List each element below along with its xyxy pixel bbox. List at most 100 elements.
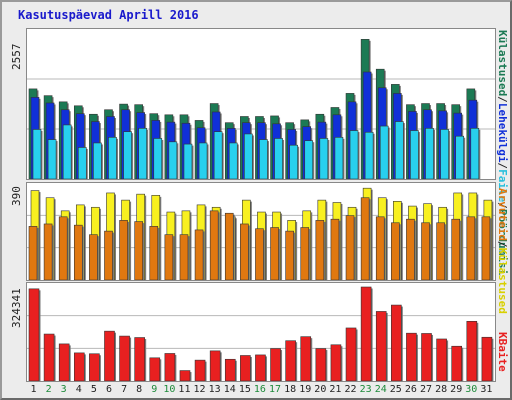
x-tick-day-30: 30 [465, 384, 478, 395]
bar-pages-14 [228, 142, 238, 179]
bar-pages-16 [259, 139, 268, 179]
bar-pages-30 [470, 128, 480, 179]
bar-kbytes-14 [224, 358, 236, 381]
bar-sites-30 [466, 216, 476, 280]
bar-sites-14 [224, 212, 234, 280]
bar-kbytes-9 [149, 357, 161, 381]
bar-pages-23 [364, 131, 374, 179]
bar-pages-22 [349, 130, 359, 179]
bar-sites-20 [315, 220, 325, 280]
bar-sites-31 [481, 216, 491, 280]
bar-sites-21 [330, 218, 340, 280]
bar-pages-1 [32, 129, 42, 179]
x-tick-day-10: 10 [163, 384, 176, 395]
bar-kbytes-10 [164, 353, 176, 381]
bar-sites-17 [270, 227, 279, 280]
bar-kbytes-13 [209, 350, 221, 381]
bar-kbytes-30 [466, 320, 478, 381]
bar-sites-10 [164, 234, 174, 280]
x-tick-day-6: 6 [105, 384, 112, 395]
x-tick-day-31: 31 [480, 384, 493, 395]
bar-pages-25 [395, 121, 404, 179]
bar-kbytes-27 [421, 333, 432, 381]
bar-sites-2 [43, 223, 53, 280]
bar-pages-7 [123, 131, 132, 179]
bar-sites-19 [300, 227, 310, 280]
right-legend-top: Külastused/Lehekülgi/Faile/Pöördumisi [496, 30, 509, 276]
x-tick-day-11: 11 [178, 384, 191, 395]
bar-pages-29 [455, 135, 465, 179]
bar-kbytes-20 [315, 348, 327, 381]
bar-kbytes-26 [406, 332, 417, 381]
bar-pages-28 [440, 129, 449, 179]
bar-files-4 [75, 113, 85, 179]
bar-sites-16 [255, 228, 264, 280]
panel-kbytes [26, 282, 496, 382]
bar-kbytes-22 [345, 327, 357, 381]
legend-sites: Arvuteid [496, 188, 509, 241]
bar-kbytes-18 [285, 340, 296, 381]
chart-sites-svg [27, 187, 495, 280]
bar-sites-6 [104, 230, 113, 280]
x-tick-day-28: 28 [435, 384, 448, 395]
ymax-label-bot: 324341 [10, 288, 23, 328]
ymax-label-top: 2557 [10, 43, 23, 71]
x-axis-days: 1 2 3 4 5 6 7 8 9 10 11 12 13 14 15 16 17 18 19 20 21 22 23 24 2… [26, 384, 494, 396]
x-tick-day-12: 12 [193, 384, 206, 395]
bar-kbytes-7 [119, 335, 130, 381]
x-tick-day-14: 14 [223, 384, 236, 395]
x-tick-day-1: 1 [30, 384, 37, 395]
bar-sites-1 [28, 226, 38, 280]
x-tick-day-26: 26 [404, 384, 417, 395]
bar-pages-19 [304, 140, 314, 179]
bar-pages-18 [289, 144, 298, 179]
x-tick-day-5: 5 [90, 384, 97, 395]
bar-kbytes-5 [89, 353, 100, 381]
bar-pages-15 [244, 133, 253, 179]
bar-sites-11 [179, 234, 189, 280]
bar-sites-27 [421, 222, 430, 280]
bar-pages-12 [198, 142, 208, 179]
chart-title: Kasutuspäevad Aprill 2016 [18, 8, 199, 22]
panel-hits-files-pages-visits [26, 28, 496, 180]
x-tick-day-18: 18 [284, 384, 297, 395]
bar-sites-26 [406, 218, 415, 280]
chart-kbytes-svg [27, 286, 495, 381]
bar-sites-7 [119, 220, 128, 280]
bar-pages-26 [410, 130, 419, 179]
legend-files: Faile [496, 169, 509, 203]
bar-sites-29 [451, 218, 461, 280]
bar-pages-9 [153, 138, 163, 179]
bar-kbytes-1 [28, 288, 40, 381]
x-tick-day-7: 7 [121, 384, 128, 395]
x-tick-day-17: 17 [269, 384, 282, 395]
bar-kbytes-3 [58, 343, 70, 381]
bar-kbytes-28 [436, 338, 447, 381]
bar-sites-13 [209, 210, 219, 280]
x-tick-day-2: 2 [45, 384, 52, 395]
x-tick-day-9: 9 [151, 384, 158, 395]
ymax-label-mid: 390 [10, 186, 23, 206]
bar-sites-8 [134, 221, 143, 280]
bar-sites-22 [345, 215, 355, 280]
bar-pages-3 [62, 124, 72, 179]
x-tick-day-15: 15 [238, 384, 251, 395]
bar-pages-11 [183, 143, 193, 179]
x-tick-day-19: 19 [299, 384, 312, 395]
x-tick-day-24: 24 [374, 384, 387, 395]
bar-sites-28 [436, 222, 445, 280]
x-tick-day-4: 4 [75, 384, 82, 395]
bar-kbytes-29 [451, 345, 463, 381]
bar-sites-24 [375, 216, 385, 280]
bar-sites-12 [194, 229, 204, 280]
bar-kbytes-11 [179, 370, 191, 381]
bar-sites-25 [391, 222, 400, 280]
x-tick-day-29: 29 [450, 384, 463, 395]
bar-kbytes-8 [134, 337, 145, 381]
legend-pages: Lehekülgi [496, 102, 509, 163]
bar-kbytes-19 [300, 336, 312, 381]
x-tick-day-3: 3 [60, 384, 67, 395]
bar-sites-18 [285, 230, 294, 280]
legend-kbytes: KBaite [496, 332, 509, 372]
